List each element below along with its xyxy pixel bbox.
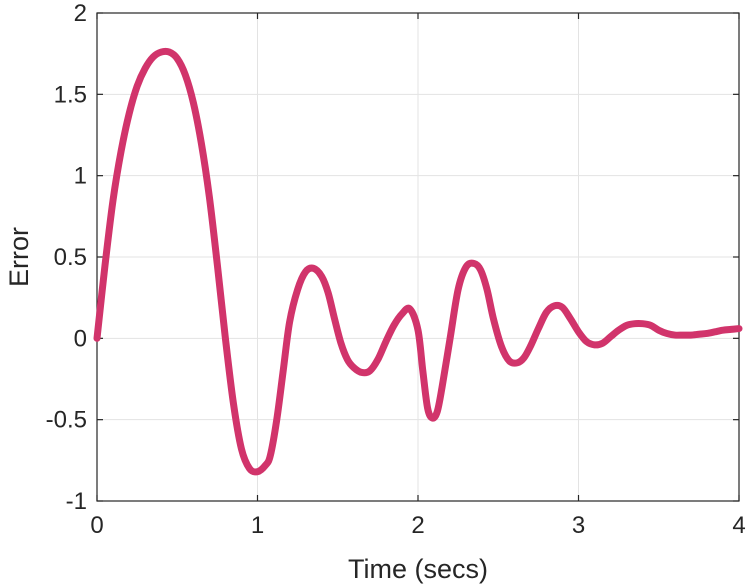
y-tick-label: 1.5 xyxy=(54,81,87,108)
y-tick-label: 0.5 xyxy=(54,244,87,271)
x-tick-label: 3 xyxy=(572,512,585,539)
series-layer xyxy=(93,47,743,476)
y-axis-label: Error xyxy=(4,227,34,287)
y-tick-label: -1 xyxy=(66,488,87,515)
grid xyxy=(97,13,739,501)
y-tick-label: 2 xyxy=(74,0,87,27)
x-tick-label: 4 xyxy=(732,512,745,539)
x-tick-label: 2 xyxy=(411,512,424,539)
y-tick-label: 1 xyxy=(74,163,87,190)
x-axis-label: Time (secs) xyxy=(348,554,488,584)
tick-marks xyxy=(96,12,740,502)
x-tick-labels: 0 1 2 3 4 xyxy=(90,512,745,539)
y-tick-label: 0 xyxy=(74,325,87,352)
y-tick-label: -0.5 xyxy=(46,407,87,434)
x-tick-label: 1 xyxy=(251,512,264,539)
y-tick-labels: -1 -0.5 0 0.5 1 1.5 2 xyxy=(46,0,87,515)
x-tick-label: 0 xyxy=(90,512,103,539)
error-series-line xyxy=(93,47,743,476)
